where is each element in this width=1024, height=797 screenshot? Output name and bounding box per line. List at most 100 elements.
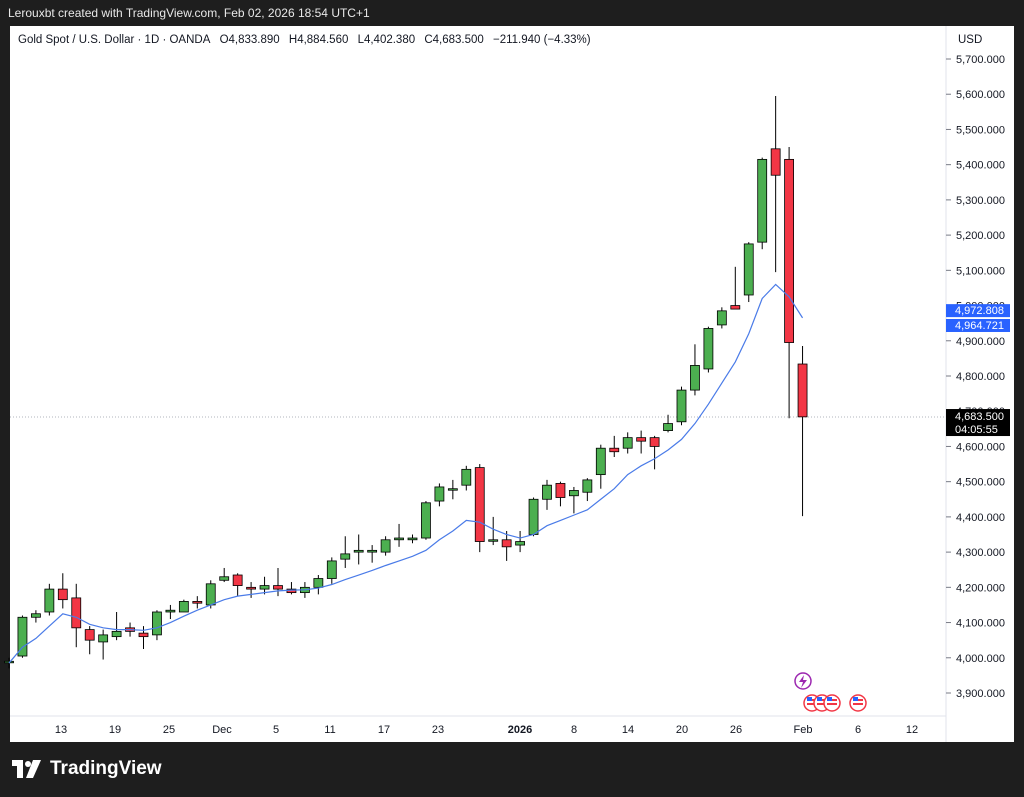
candle-body — [649, 437, 660, 447]
candle-body — [488, 539, 499, 542]
low-value: L4,402.380 — [357, 34, 416, 46]
candle-body — [582, 479, 593, 493]
candle — [286, 582, 297, 595]
candle — [595, 444, 606, 489]
x-tick-label: 8 — [571, 724, 577, 736]
candle — [57, 573, 68, 609]
candle — [71, 583, 82, 648]
candle-body — [716, 310, 727, 326]
candle — [488, 516, 499, 546]
candles-layer — [4, 95, 808, 669]
x-tick-label: 5 — [273, 724, 279, 736]
candle — [192, 596, 203, 609]
y-tick-label: 4,900.000 — [956, 336, 1005, 348]
candle — [515, 530, 525, 553]
x-tick-label: 6 — [855, 724, 861, 736]
x-tick-label: Feb — [794, 724, 813, 736]
x-tick-label: 14 — [622, 724, 634, 736]
candle-body — [232, 574, 243, 586]
candle — [246, 582, 257, 598]
tradingview-logo[interactable]: TradingView — [12, 758, 162, 780]
flag-canton — [807, 697, 812, 701]
candle-body — [569, 490, 579, 497]
candle-body — [421, 502, 431, 539]
candle-body — [259, 585, 270, 590]
x-axis: 13 19 25 Dec 5 11 17 23 2026 8 14 20 26 Feb 6 12 — [55, 724, 918, 736]
candle — [797, 346, 808, 517]
candle — [407, 534, 418, 544]
candle — [649, 435, 660, 470]
candle — [232, 573, 243, 597]
us-flag-icon — [823, 694, 841, 712]
candle — [111, 611, 122, 641]
candle — [340, 536, 351, 568]
candle — [219, 567, 230, 583]
flag-stripe — [807, 703, 817, 705]
candle-body — [528, 498, 539, 535]
candle-body — [340, 553, 351, 560]
candle-body — [636, 437, 647, 442]
candle-body — [757, 158, 768, 243]
y-tick-label: 4,500.000 — [956, 477, 1005, 489]
candle — [313, 575, 324, 595]
candle-body — [44, 588, 55, 613]
candle-body — [246, 586, 257, 590]
flag-canton — [853, 697, 858, 701]
candle-body — [98, 634, 109, 643]
candle-body — [434, 486, 445, 502]
flag-canton — [827, 697, 832, 701]
x-tick-label: 12 — [906, 724, 918, 736]
flag-stripe — [827, 703, 837, 705]
candle-body — [555, 483, 566, 498]
candle — [542, 479, 552, 510]
x-tick-label: 25 — [163, 724, 175, 736]
candle — [716, 307, 727, 329]
candle-body — [367, 549, 378, 553]
candle — [676, 386, 687, 426]
candle — [165, 604, 176, 620]
x-tick-label: 11 — [324, 724, 335, 736]
us-flag-icon — [849, 694, 867, 712]
chart-area[interactable] — [10, 26, 1014, 742]
candle-body — [461, 468, 472, 486]
currency-label[interactable]: USD — [958, 34, 983, 46]
candle-body — [730, 305, 741, 310]
candle-body — [797, 363, 808, 418]
candle-body — [165, 609, 176, 613]
candle — [501, 530, 512, 561]
y-tick-label: 4,300.000 — [956, 547, 1005, 559]
candle-body — [515, 541, 525, 546]
y-tick-label: 5,300.000 — [956, 195, 1005, 207]
candle — [582, 478, 593, 502]
symbol-header: Gold Spot / U.S. Dollar · 1D · OANDA O4,… — [18, 34, 597, 46]
moving-average-layer — [8, 283, 804, 664]
candle-body — [313, 578, 324, 588]
candle-body — [138, 632, 149, 638]
candle-body — [30, 613, 41, 618]
candle-body — [353, 549, 364, 553]
y-axis: 3,900.000 4,000.000 4,100.000 4,200.000 4,30… — [946, 54, 1005, 700]
y-tick-label: 5,100.000 — [956, 265, 1005, 277]
flag-stripe — [817, 703, 827, 705]
candle-body — [219, 576, 230, 581]
change-value: −211.940 (−4.33%) — [493, 34, 591, 46]
candle — [690, 344, 700, 396]
x-tick-label: 13 — [55, 724, 67, 736]
tv-logo-icon — [12, 760, 41, 778]
countdown-label: 04:05:55 — [955, 424, 998, 436]
candle-body — [380, 539, 391, 553]
y-tick-label: 5,500.000 — [956, 124, 1005, 136]
ma-label-1: 4,972.808 — [955, 305, 1004, 317]
candle — [703, 326, 714, 373]
candle-body — [84, 629, 95, 641]
y-tick-label: 5,400.000 — [956, 160, 1005, 172]
candle-body — [474, 467, 485, 542]
candle-body — [663, 423, 673, 431]
candle-body — [57, 588, 68, 601]
candle-body — [111, 630, 122, 638]
candle-body — [205, 583, 216, 606]
candle — [259, 576, 270, 595]
candle — [757, 157, 768, 250]
